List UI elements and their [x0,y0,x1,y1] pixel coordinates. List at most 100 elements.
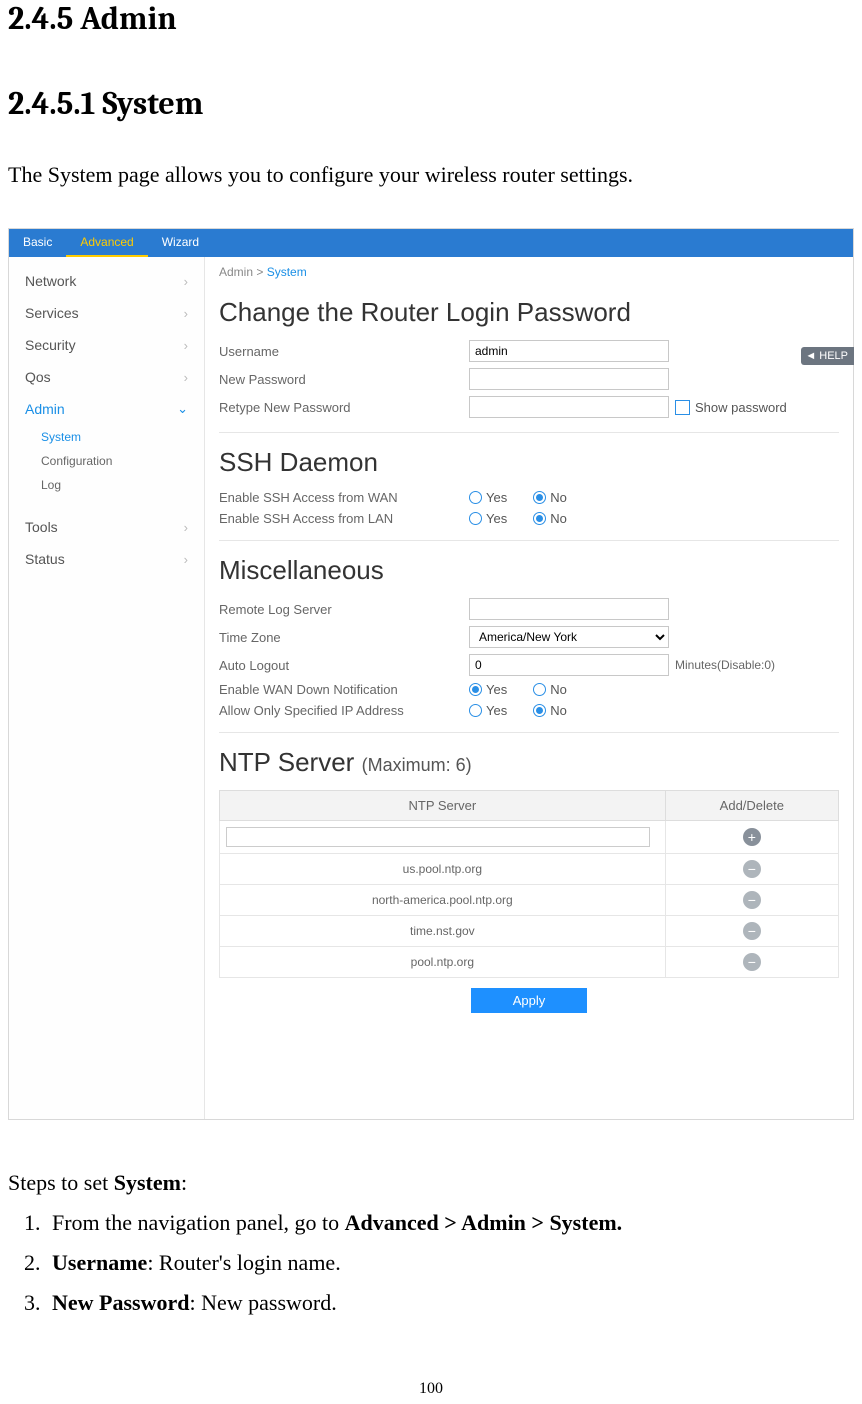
auto-logout-suffix: Minutes(Disable:0) [675,658,775,672]
ntp-server-row: pool.ntp.org − [220,947,839,978]
ssh-wan-label: Enable SSH Access from WAN [219,490,469,505]
delete-icon[interactable]: − [743,953,761,971]
steps-list: From the navigation panel, go to Advance… [8,1210,854,1316]
radio-icon [469,704,482,717]
radio-label: Yes [486,682,507,697]
chevron-right-icon: › [184,370,188,385]
auto-logout-row: Auto Logout Minutes(Disable:0) [219,654,839,676]
delete-icon[interactable]: − [743,891,761,909]
page-number: 100 [0,1380,862,1398]
steps-heading-prefix: Steps to set [8,1170,114,1195]
step3-bold: New Password [52,1290,190,1315]
radio-icon [469,512,482,525]
sidebar-subitem-system[interactable]: System [9,425,204,449]
radio-icon [469,491,482,504]
ntp-new-server-input[interactable] [226,827,650,847]
step-item: From the navigation panel, go to Advance… [46,1210,854,1236]
timezone-select[interactable]: America/New York [469,626,669,648]
subsection-heading: 2.4.5.1 System [8,85,854,122]
ntp-server-value: north-america.pool.ntp.org [220,885,666,916]
ntp-server-value: time.nst.gov [220,916,666,947]
intro-paragraph: The System page allows you to configure … [8,162,854,188]
main-content: Admin > System Change the Router Login P… [205,257,853,1119]
router-admin-screenshot: Basic Advanced Wizard ◄ HELP Network › S… [8,228,854,1120]
username-input[interactable] [469,340,669,362]
ntp-server-row: north-america.pool.ntp.org − [220,885,839,916]
sidebar-item-label: Services [25,305,79,321]
sidebar-nav: Network › Services › Security › Qos › Ad… [9,257,205,1119]
sidebar-item-qos[interactable]: Qos › [9,361,204,393]
sidebar-subitem-log[interactable]: Log [9,473,204,497]
ssh-wan-no-radio[interactable]: No [533,490,567,505]
wan-down-yes-radio[interactable]: Yes [469,682,507,697]
ntp-col-action: Add/Delete [665,791,838,821]
sidebar-item-label: Admin [25,401,65,417]
divider [219,540,839,541]
timezone-row: Time Zone America/New York [219,626,839,648]
retype-password-input[interactable] [469,396,669,418]
apply-button[interactable]: Apply [471,988,588,1013]
wan-down-no-radio[interactable]: No [533,682,567,697]
radio-label: No [550,703,567,718]
show-password-label: Show password [695,400,787,415]
allow-ip-yes-radio[interactable]: Yes [469,703,507,718]
breadcrumb-current: System [267,265,307,279]
delete-icon[interactable]: − [743,922,761,940]
step1-prefix: From the navigation panel, go to [52,1210,345,1235]
retype-password-row: Retype New Password Show password [219,396,839,418]
divider [219,732,839,733]
step3-rest: : New password. [190,1290,337,1315]
radio-label: No [550,490,567,505]
add-icon[interactable]: + [743,828,761,846]
sidebar-item-services[interactable]: Services › [9,297,204,329]
ntp-title-text: NTP Server [219,747,354,777]
retype-password-label: Retype New Password [219,400,469,415]
tab-basic[interactable]: Basic [9,229,66,257]
timezone-label: Time Zone [219,630,469,645]
step2-bold: Username [52,1250,147,1275]
sidebar-item-network[interactable]: Network › [9,265,204,297]
sidebar-item-label: Qos [25,369,51,385]
radio-label: Yes [486,511,507,526]
sidebar-item-label: Status [25,551,65,567]
allow-ip-no-radio[interactable]: No [533,703,567,718]
ntp-subtitle: (Maximum: 6) [362,755,472,775]
breadcrumb: Admin > System [219,265,839,279]
wan-down-row: Enable WAN Down Notification Yes No [219,682,839,697]
remote-log-input[interactable] [469,598,669,620]
ntp-server-value: pool.ntp.org [220,947,666,978]
show-password-checkbox[interactable]: Show password [675,400,787,415]
ntp-input-row: + [220,821,839,854]
radio-label: No [550,511,567,526]
chevron-down-icon: ⌄ [177,401,188,417]
chevron-right-icon: › [184,552,188,567]
sidebar-item-tools[interactable]: Tools › [9,511,204,543]
tab-wizard[interactable]: Wizard [148,229,213,257]
ssh-wan-row: Enable SSH Access from WAN Yes No [219,490,839,505]
radio-icon [533,683,546,696]
radio-label: Yes [486,490,507,505]
auto-logout-input[interactable] [469,654,669,676]
divider [219,432,839,433]
step-item: Username: Router's login name. [46,1250,854,1276]
ssh-lan-no-radio[interactable]: No [533,511,567,526]
ssh-lan-yes-radio[interactable]: Yes [469,511,507,526]
allow-ip-label: Allow Only Specified IP Address [219,703,469,718]
delete-icon[interactable]: − [743,860,761,878]
new-password-input[interactable] [469,368,669,390]
sidebar-item-security[interactable]: Security › [9,329,204,361]
tab-advanced[interactable]: Advanced [66,229,147,257]
sidebar-item-status[interactable]: Status › [9,543,204,575]
sidebar-subitem-configuration[interactable]: Configuration [9,449,204,473]
radio-checked-icon [533,704,546,717]
wan-down-label: Enable WAN Down Notification [219,682,469,697]
radio-checked-icon [533,512,546,525]
ssh-wan-yes-radio[interactable]: Yes [469,490,507,505]
sidebar-item-label: Security [25,337,76,353]
username-label: Username [219,344,469,359]
ssh-section-title: SSH Daemon [219,447,839,478]
ntp-section-title: NTP Server (Maximum: 6) [219,747,839,778]
steps-heading-suffix: : [181,1170,187,1195]
sidebar-item-label: Network [25,273,76,289]
sidebar-item-admin[interactable]: Admin ⌄ [9,393,204,425]
